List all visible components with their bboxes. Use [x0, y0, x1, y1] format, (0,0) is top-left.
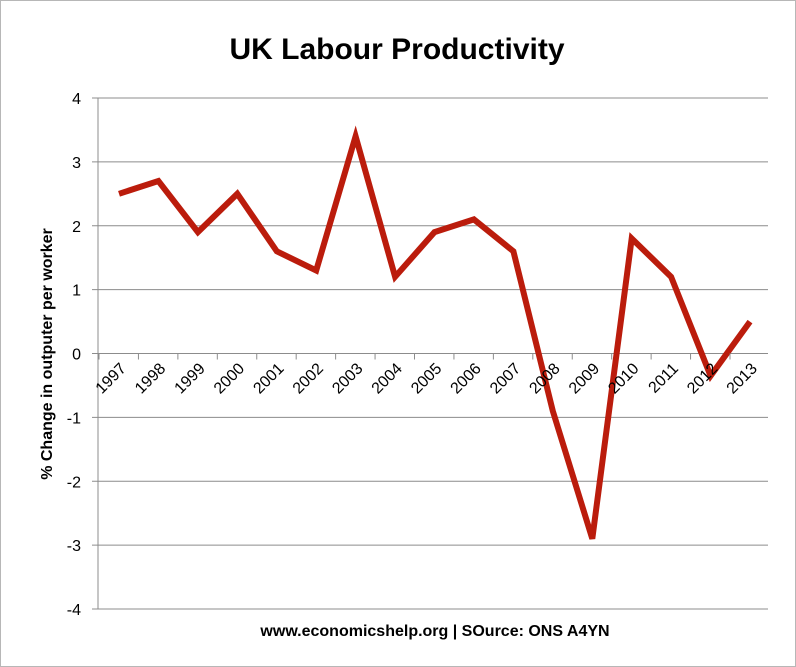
- x-tick-label: 2009: [566, 360, 603, 397]
- x-tick-label: 2001: [250, 360, 287, 397]
- chart-title: UK Labour Productivity: [229, 33, 564, 66]
- y-tick-label: -2: [67, 474, 81, 491]
- x-axis-ticks: 1997 1998 1999 2000 2001 2002 2003 2004 2005 2006…: [93, 353, 761, 397]
- x-tick-label: 1999: [172, 360, 209, 397]
- x-tick-label: 1998: [132, 360, 169, 397]
- y-tick-label: 1: [72, 283, 81, 300]
- x-tick-label: 2000: [211, 360, 248, 397]
- y-tick-label: 3: [72, 155, 81, 172]
- x-tick-label: 2013: [724, 360, 761, 397]
- y-tick-label: 0: [72, 347, 81, 364]
- gridlines: [97, 97, 768, 610]
- y-tick-label: -1: [67, 410, 81, 427]
- series-layer: [118, 125, 753, 540]
- y-tick-label: -3: [67, 538, 81, 555]
- x-tick-label: 2010: [605, 360, 642, 397]
- x-tick-label: 2007: [487, 360, 524, 397]
- x-tick-label: 2002: [290, 360, 327, 397]
- x-tick-label: 2006: [448, 360, 485, 397]
- x-tick-label: 2005: [408, 360, 445, 397]
- series-line: [118, 125, 753, 540]
- y-tick-label: 2: [72, 219, 81, 236]
- y-axis-label: % Change in outputer per worker: [39, 228, 56, 480]
- x-tick-label: 2011: [646, 360, 682, 396]
- x-tick-label: 2003: [329, 360, 366, 397]
- x-tick-label: 2004: [369, 360, 406, 397]
- y-axis-ticks: 4 3 2 1 0 -1 -2 -3 -4: [67, 91, 98, 619]
- x-axis-label: www.economicshelp.org | SOurce: ONS A4YN: [259, 623, 609, 640]
- y-tick-label: -4: [67, 602, 81, 619]
- y-tick-label: 4: [72, 91, 81, 108]
